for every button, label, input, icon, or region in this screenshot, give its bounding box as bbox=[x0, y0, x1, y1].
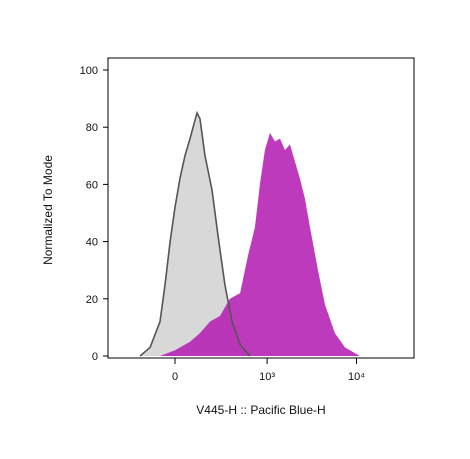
histogram-outline bbox=[139, 110, 251, 357]
x-tick-label: 0 bbox=[172, 371, 178, 383]
y-tick-label: 80 bbox=[86, 122, 98, 134]
plot-frame bbox=[107, 57, 415, 359]
y-tick-label: 0 bbox=[92, 351, 98, 363]
y-axis-label: Normalized To Mode bbox=[41, 155, 55, 265]
y-tick-label: 60 bbox=[86, 179, 98, 191]
y-tick-label: 20 bbox=[86, 294, 98, 306]
histogram-area bbox=[159, 132, 360, 356]
histogram-area bbox=[140, 112, 251, 357]
x-axis-label: V445-H :: Pacific Blue-H bbox=[196, 403, 325, 417]
y-tick-label: 40 bbox=[86, 237, 98, 249]
x-tick-label: 10⁴ bbox=[348, 371, 365, 383]
y-tick-label: 100 bbox=[80, 65, 98, 77]
x-tick-label: 10³ bbox=[259, 371, 275, 383]
